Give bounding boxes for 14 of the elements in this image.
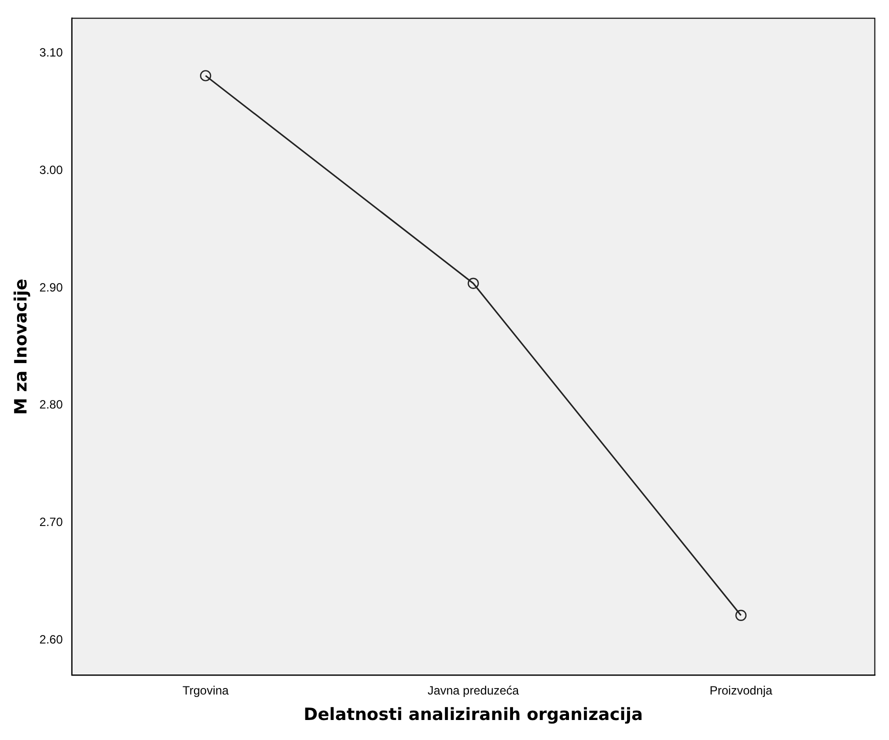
y-axis-title: M za Inovacije [12,278,32,415]
x-tick-label: Javna preduzeća [428,684,520,698]
y-tick-label: 2.60 [39,632,64,646]
y-tick-label: 2.80 [39,398,64,412]
point [200,70,212,82]
x-axis-title: Delatnosti analiziranih organizacija [304,705,643,726]
y-tick-label: 3.00 [39,163,64,178]
y-tick-label: 3.10 [39,46,64,60]
y-tick-label: 2.90 [39,280,64,294]
x-tick-label: Proizvodnja [710,684,773,698]
point [735,610,747,621]
point [468,278,479,289]
y-tick-label: 2.70 [39,514,64,529]
x-tick-label: Trgovina [182,684,230,698]
